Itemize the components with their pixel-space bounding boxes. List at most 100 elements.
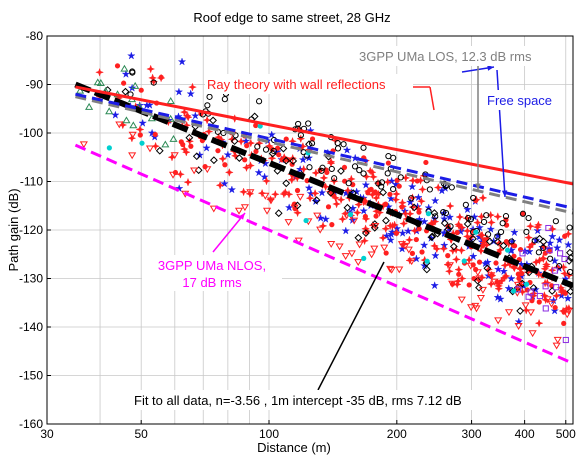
scatter-point [261, 192, 270, 200]
scatter-point [79, 141, 88, 149]
label-box [205, 74, 413, 94]
scatter-point [493, 264, 503, 274]
scatter-point [336, 195, 346, 205]
scatter-point [535, 249, 542, 256]
scatter-point [515, 271, 521, 277]
scatter-point [493, 260, 499, 266]
scatter-point [354, 200, 364, 209]
scatter-point [85, 102, 94, 110]
annotation-label: Ray theory with wall reflections [207, 77, 386, 92]
scatter-point [380, 244, 389, 252]
y-tick-label: -150 [19, 369, 43, 383]
scatter-point [122, 116, 131, 124]
scatter-point [499, 220, 506, 227]
scatter-point [409, 250, 416, 256]
scatter-point [318, 221, 328, 231]
scatter-point [283, 136, 289, 142]
scatter-point [138, 87, 144, 93]
scatter-point [553, 284, 560, 291]
pointer-line [317, 261, 385, 391]
scatter-point [414, 178, 420, 184]
scatter-point [387, 266, 396, 274]
scatter-point [408, 202, 418, 212]
scatter-point [362, 213, 368, 220]
scatter-point [309, 136, 316, 142]
scatter-point [397, 174, 404, 181]
scatter-point [430, 241, 439, 251]
scatter-point [341, 253, 350, 261]
scatter-point [254, 138, 264, 148]
scatter-point [552, 304, 558, 311]
scatter-point [543, 296, 552, 304]
scatter-point [562, 290, 568, 296]
scatter-point [232, 132, 239, 139]
scatter-point [268, 149, 277, 158]
scatter-point [266, 197, 276, 205]
scatter-point [433, 183, 443, 192]
scatter-point [188, 82, 197, 92]
scatter-point [534, 220, 543, 230]
pointer-arrowhead [487, 65, 494, 71]
scatter-point [404, 246, 413, 254]
scatter-point [223, 150, 233, 159]
scatter-point [255, 98, 263, 105]
scatter-point [188, 143, 194, 149]
annotation-label: Free space [487, 93, 552, 108]
scatter-point [176, 169, 185, 179]
scatter-point [484, 231, 492, 238]
scatter-point [493, 212, 503, 221]
scatter-point [538, 253, 548, 263]
scatter-point [462, 201, 469, 208]
scatter-point [203, 166, 212, 174]
label-box [482, 90, 562, 110]
scatter-point [386, 265, 395, 273]
scatter-point [557, 250, 564, 257]
scatter-point [481, 237, 487, 243]
scatter-point [372, 189, 378, 195]
scatter-point [414, 193, 423, 202]
scatter-point [342, 145, 352, 154]
scatter-point [250, 112, 259, 121]
scatter-point [289, 157, 298, 165]
scatter-point [401, 242, 410, 250]
scatter-point [385, 160, 391, 166]
scatter-point [448, 280, 457, 288]
scatter-point [328, 165, 335, 173]
scatter-point [361, 197, 371, 206]
scatter-point [152, 131, 158, 138]
scatter-point [408, 176, 418, 185]
scatter-point [542, 262, 551, 271]
scatter-point [390, 186, 397, 193]
scatter-point [202, 143, 211, 152]
scatter-point [483, 264, 492, 273]
scatter-point [405, 197, 415, 206]
scatter-point [405, 235, 414, 245]
scatter-point [387, 191, 393, 197]
scatter-point [121, 69, 131, 78]
scatter-point [236, 137, 246, 146]
scatter-point [535, 256, 544, 265]
x-tick-label: 100 [259, 427, 279, 441]
scatter-point [456, 271, 462, 277]
scatter-point [516, 275, 522, 282]
scatter-point [327, 241, 336, 248]
scatter-point [246, 161, 255, 170]
scatter-point [230, 137, 239, 146]
scatter-point [293, 201, 302, 210]
x-tick-label: 400 [515, 427, 535, 441]
scatter-point [267, 130, 276, 139]
scatter-point [326, 157, 336, 167]
scatter-point [209, 116, 217, 125]
scatter-point [215, 148, 221, 154]
scatter-point [383, 201, 389, 207]
scatter-point [463, 220, 472, 228]
scatter-point [379, 188, 388, 197]
scatter-point [470, 212, 479, 221]
scatter-point [437, 186, 447, 195]
scatter-point [246, 138, 256, 148]
chart-title: Roof edge to same street, 28 GHz [193, 10, 390, 25]
scatter-point [93, 78, 102, 86]
scatter-point [562, 336, 569, 344]
scatter-point [305, 193, 315, 203]
scatter-point [444, 266, 454, 276]
